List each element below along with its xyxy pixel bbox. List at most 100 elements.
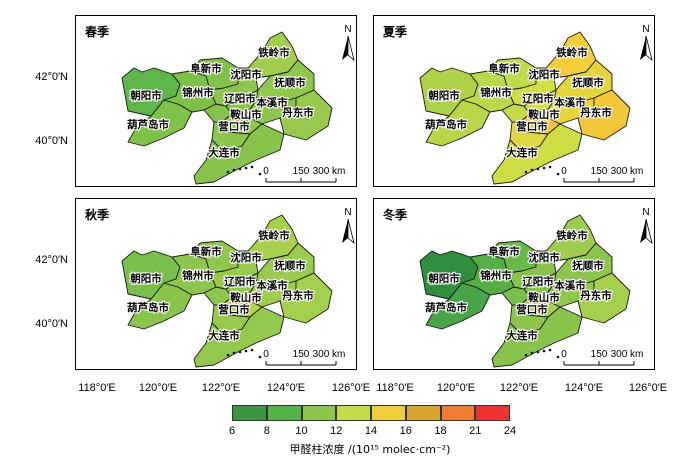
- region-N: [491, 306, 583, 368]
- colorbar-swatch: [405, 405, 441, 421]
- north-arrow-icon: [342, 35, 355, 62]
- island-dot: [258, 355, 262, 359]
- city-label: 阜新市: [190, 62, 222, 75]
- panel-season-title: 春季: [85, 25, 110, 39]
- region-N: [193, 306, 285, 368]
- colorbar-swatch: [232, 405, 267, 421]
- island-dot: [232, 351, 236, 355]
- city-label: 大连市: [208, 329, 240, 342]
- scale-label: 150: [293, 349, 310, 360]
- city-label: 葫芦岛市: [127, 118, 169, 131]
- city-label: 朝阳市: [130, 89, 162, 102]
- city-label: 辽阳市: [224, 92, 256, 105]
- city-label: 辽阳市: [522, 275, 554, 288]
- city-label: 沈阳市: [230, 251, 262, 264]
- city-label: 本溪市: [554, 279, 586, 292]
- colorbar-swatch: [301, 405, 337, 421]
- city-label: 锦州市: [480, 86, 512, 99]
- north-label: N: [344, 24, 351, 35]
- spring-map-panel: 阜新市 铁岭市 朝阳市 锦州市 沈阳市 抚顺市 辽阳市 本溪市 葫芦岛市 鞍山市 营口市 丹东市 大连市…: [75, 15, 357, 187]
- island-dot: [226, 353, 230, 357]
- city-label: 沈阳市: [528, 251, 560, 264]
- island-dot: [524, 170, 528, 174]
- city-label: 铁岭市: [556, 229, 588, 242]
- scale-bar: [265, 178, 337, 183]
- colorbar-tick: 10: [295, 425, 308, 437]
- colorbar-tick: 14: [364, 425, 378, 437]
- city-label: 丹东市: [282, 289, 314, 302]
- city-label: 本溪市: [554, 96, 586, 109]
- summer-map-panel: 阜新市 铁岭市 朝阳市 锦州市 沈阳市 抚顺市 辽阳市 本溪市 葫芦岛市 鞍山市 营口市 丹东市 大连市…: [373, 15, 655, 187]
- city-label: 辽阳市: [224, 275, 256, 288]
- island-dot: [238, 167, 242, 171]
- lon-label-124: 124°0′E: [564, 382, 604, 394]
- city-label: 本溪市: [256, 96, 288, 109]
- north-arrow-icon: [342, 218, 355, 245]
- colorbar-swatch: [336, 405, 371, 421]
- scale-label: 0: [263, 349, 269, 360]
- lat-label-40: 40°0′N: [35, 135, 68, 147]
- city-label: 鞍山市: [230, 108, 262, 121]
- city-label: 丹东市: [282, 106, 314, 119]
- panel-season-title: 秋季: [85, 208, 110, 222]
- island-dot: [530, 351, 534, 355]
- island-dot: [250, 165, 254, 169]
- island-dot: [258, 172, 262, 176]
- region-G: [247, 31, 299, 79]
- city-label: 抚顺市: [572, 76, 604, 89]
- city-label: 阜新市: [488, 245, 520, 258]
- scale-label: 0: [561, 349, 567, 360]
- region-K: [577, 272, 631, 324]
- scale-bar: [265, 361, 337, 366]
- north-label: N: [344, 207, 351, 218]
- lon-label-120: 120°0′E: [138, 382, 178, 394]
- city-label: 铁岭市: [556, 46, 588, 59]
- colorbar-tick: 21: [469, 425, 482, 437]
- island-dot: [542, 166, 546, 170]
- scale-bar: [563, 361, 635, 366]
- island-dot: [556, 355, 560, 359]
- city-label: 锦州市: [182, 86, 214, 99]
- north-arrow-icon: [640, 35, 653, 62]
- lat-label-42: 42°0′N: [35, 254, 68, 266]
- colorbar-title: 甲醛柱浓度 /(10¹⁵ molec·cm⁻²): [289, 443, 451, 456]
- city-label: 抚顺市: [274, 76, 306, 89]
- city-label: 朝阳市: [130, 272, 162, 285]
- scale-label: 0: [561, 166, 567, 177]
- north-label: N: [642, 207, 649, 218]
- lon-label-126: 126°0′E: [628, 382, 668, 394]
- lon-label-122: 122°0′E: [201, 382, 241, 394]
- island-dot: [536, 350, 540, 354]
- city-label: 抚顺市: [274, 259, 306, 272]
- city-label: 沈阳市: [528, 68, 560, 81]
- lat-label-40: 40°0′N: [35, 318, 68, 330]
- city-label: 阜新市: [190, 245, 222, 258]
- city-label: 葫芦岛市: [127, 301, 169, 314]
- region-N: [193, 123, 285, 185]
- scale-label: 150: [591, 349, 608, 360]
- region-G: [545, 214, 597, 262]
- scale-label: 150: [293, 166, 310, 177]
- city-label: 大连市: [506, 329, 538, 342]
- north-label: N: [642, 24, 649, 35]
- colorbar-swatch: [475, 405, 510, 421]
- region-G: [545, 31, 597, 79]
- city-label: 营口市: [218, 303, 250, 316]
- scale-label: 150: [591, 166, 608, 177]
- scale-label: 300 km: [313, 349, 346, 360]
- city-label: 大连市: [208, 146, 240, 159]
- city-label: 铁岭市: [258, 46, 290, 59]
- island-dot: [232, 168, 236, 172]
- city-label: 丹东市: [580, 106, 612, 119]
- lon-label-126: 126°0′E: [331, 382, 371, 394]
- lon-label-122: 122°0′E: [499, 382, 539, 394]
- region-K: [279, 89, 333, 141]
- island-dot: [238, 350, 242, 354]
- island-dot: [250, 348, 254, 352]
- colorbar-swatch: [371, 405, 406, 421]
- colorbar-swatch: [266, 405, 302, 421]
- city-label: 葫芦岛市: [425, 301, 467, 314]
- scale-label: 0: [263, 166, 269, 177]
